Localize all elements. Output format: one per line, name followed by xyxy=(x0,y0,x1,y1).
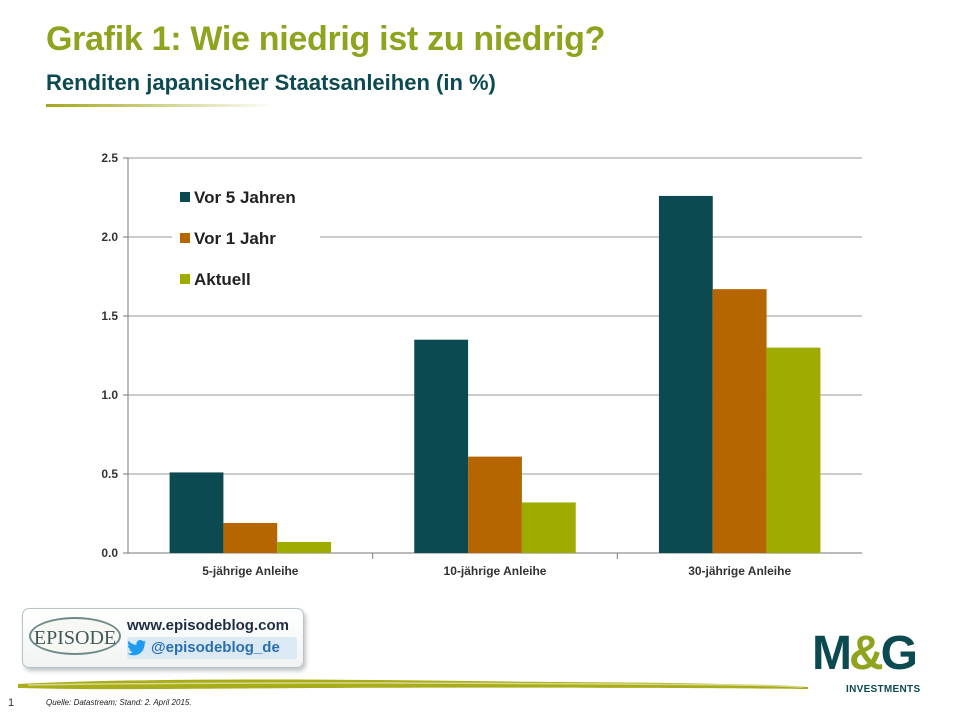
bar xyxy=(414,339,469,553)
mg-logo-ampersand: & xyxy=(848,627,884,680)
y-tick-label: 0.5 xyxy=(101,467,118,481)
y-tick-label: 2.5 xyxy=(101,151,118,165)
legend-swatch xyxy=(180,192,190,202)
website-link[interactable]: www.episodeblog.com xyxy=(127,617,289,634)
episode-badge[interactable]: EPISODE www.episodeblog.com @episodeblog… xyxy=(22,608,304,668)
bar xyxy=(766,347,821,553)
mg-logo-subtext: INVESTMENTS xyxy=(846,684,921,695)
legend-swatch xyxy=(180,233,190,243)
bar xyxy=(658,195,713,554)
x-tick-label: 30-jährige Anleihe xyxy=(688,564,791,578)
bar-chart: 0.0 0.5 1.0 1.5 2.0 2.5 5-jährige Anleihe 10-jä… xyxy=(101,151,862,578)
y-tick-label: 1.5 xyxy=(101,309,118,323)
legend-label: Aktuell xyxy=(194,270,251,289)
legend-label: Vor 1 Jahr xyxy=(194,229,276,248)
y-tick-label: 1.0 xyxy=(101,388,118,402)
x-tick-label: 10-jährige Anleihe xyxy=(444,564,547,578)
page-number: 1 xyxy=(8,697,15,709)
legend-swatch xyxy=(180,274,190,284)
legend-background xyxy=(172,180,320,298)
twitter-handle: @episodeblog_de xyxy=(151,639,280,656)
bar xyxy=(468,456,522,553)
bar xyxy=(277,541,332,553)
bar xyxy=(223,522,278,553)
source-note: Quelle: Datastream; Stand: 2. April 2015… xyxy=(46,698,192,707)
y-tick-label: 0.0 xyxy=(101,546,118,560)
decorative-brush-stroke xyxy=(18,679,808,690)
twitter-link[interactable]: @episodeblog_de xyxy=(127,637,297,659)
bar xyxy=(169,472,224,553)
mg-logo-m: M xyxy=(812,627,852,680)
bar xyxy=(712,289,767,553)
mg-logo-g: G xyxy=(880,627,918,680)
x-tick-label: 5-jährige Anleihe xyxy=(202,564,299,578)
mg-investments-logo: M&G INVESTMENTS xyxy=(812,627,930,696)
bar xyxy=(521,502,576,553)
legend-label: Vor 5 Jahren xyxy=(194,188,296,207)
title-underline xyxy=(46,104,276,107)
episode-logo: EPISODE xyxy=(29,617,121,655)
y-tick-label: 2.0 xyxy=(101,230,118,244)
twitter-bird-icon xyxy=(127,640,146,656)
page-title: Grafik 1: Wie niedrig ist zu niedrig? xyxy=(46,20,606,58)
mg-logo-wordmark: M&G xyxy=(812,626,918,681)
page-subtitle: Renditen japanischer Staatsanleihen (in … xyxy=(46,70,496,95)
